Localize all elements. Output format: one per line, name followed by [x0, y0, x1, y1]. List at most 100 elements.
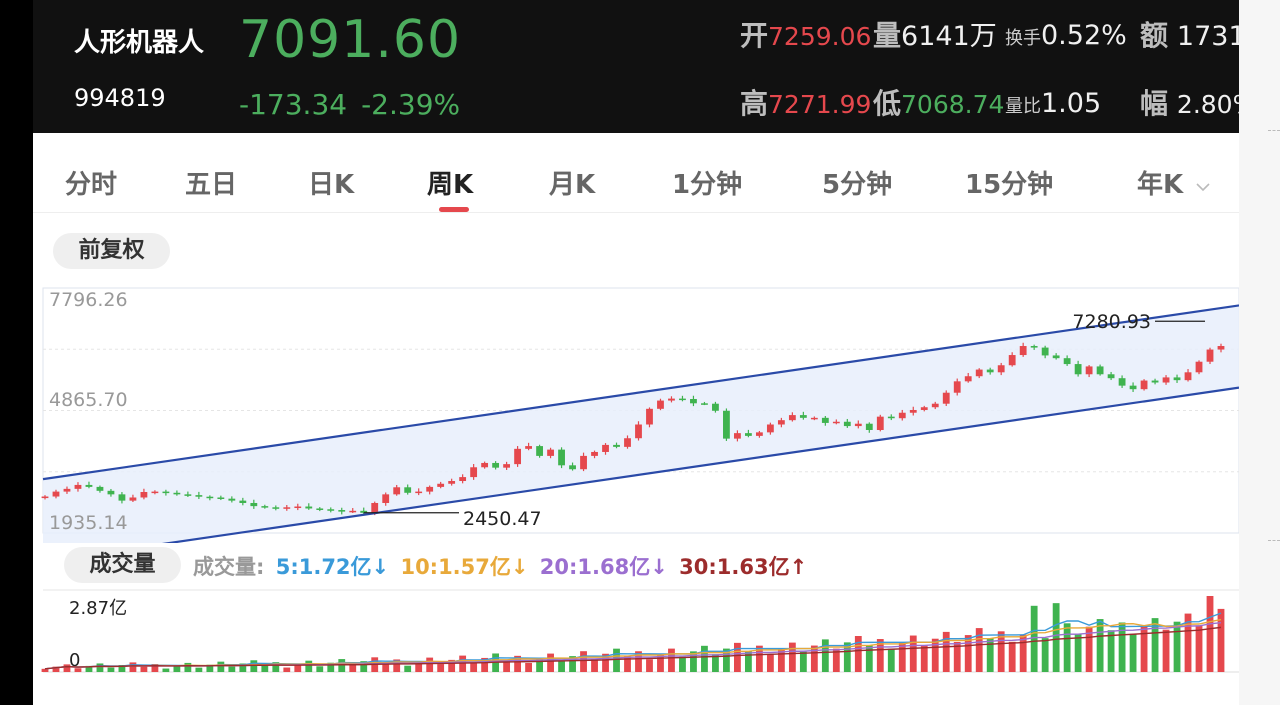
tab-5min[interactable]: 5分钟 — [822, 170, 893, 200]
low-value: 7068.74 — [901, 90, 1005, 119]
candle-body — [1184, 372, 1192, 381]
candle-body — [338, 510, 346, 512]
candle-body — [843, 421, 851, 427]
candle-body — [492, 462, 500, 468]
volume-bar — [975, 628, 983, 672]
tab-weekly-k[interactable]: 周K — [427, 170, 474, 200]
volume-bar — [679, 656, 686, 672]
candle-body — [1107, 374, 1115, 379]
candle-body — [1195, 361, 1203, 373]
adjust-toggle[interactable]: 前复权 — [53, 233, 170, 269]
volume-bar — [41, 668, 49, 672]
volume-bar — [1052, 603, 1060, 672]
stock-code: 994819 — [74, 84, 166, 112]
tab-yearly-k-label: 年K — [1137, 170, 1184, 200]
volume-bar — [415, 661, 423, 672]
amplitude-value: 2.80% — [1176, 90, 1239, 119]
candle-body — [382, 494, 390, 503]
candle-body — [514, 448, 522, 465]
volume-bar — [338, 659, 346, 672]
volume-bar — [920, 645, 928, 672]
volume-bar — [887, 648, 895, 672]
candle-body — [744, 433, 752, 436]
candle-body — [701, 403, 708, 405]
tab-yearly-k[interactable]: 年K — [1137, 164, 1212, 201]
volume-bar — [96, 663, 104, 672]
app-frame: 人形机器人 994819 7091.60 -173.34 -2.39% 开7259… — [33, 0, 1239, 705]
price-change: -173.34 -2.39% — [239, 88, 460, 121]
channel-lower-line — [161, 386, 1239, 543]
volume-bar — [1140, 626, 1148, 672]
ma30-line — [44, 626, 1222, 670]
candle-body — [404, 487, 412, 493]
volume-bar — [305, 660, 313, 672]
volume-bar — [580, 651, 587, 672]
channel-fill — [43, 305, 1239, 543]
volume-bar — [118, 665, 126, 672]
volume-bar — [865, 645, 873, 672]
tab-intraday[interactable]: 分时 — [65, 170, 118, 200]
volume-bar — [832, 648, 840, 672]
candle-body — [1019, 346, 1027, 356]
high-value: 7271.99 — [768, 90, 872, 119]
volume-section-tab[interactable]: 成交量 — [64, 547, 181, 583]
open-value: 7259.06 — [768, 22, 872, 51]
edge-tick — [1268, 130, 1280, 131]
volume-bar — [602, 653, 609, 672]
volume-bar — [327, 662, 335, 672]
volume-label: 量 — [873, 19, 902, 52]
volume-ymin-label: 0 — [69, 650, 80, 671]
candle-body — [371, 502, 379, 513]
volume-ratio-label: 量比 — [1005, 96, 1041, 117]
volume-bar — [821, 639, 829, 672]
volume-bar — [799, 651, 807, 672]
y-tick-label: 1935.14 — [49, 512, 128, 534]
candle-body — [349, 510, 357, 513]
volume-bar — [931, 638, 939, 672]
y-tick-label: 7796.26 — [49, 289, 128, 311]
volume-bar — [316, 666, 324, 672]
volume-bar — [1217, 608, 1225, 672]
candle-body — [1173, 377, 1181, 381]
tab-daily-k[interactable]: 日K — [308, 170, 355, 200]
volume-bar — [723, 648, 730, 672]
tab-15min[interactable]: 15分钟 — [965, 170, 1054, 200]
candle-body — [964, 376, 972, 382]
candle-body — [569, 465, 576, 470]
volume-bar — [228, 666, 236, 672]
candle-body — [602, 444, 609, 452]
volume-chart[interactable]: 2.87亿 0 — [33, 588, 1239, 698]
candle-body — [558, 449, 565, 466]
tab-monthly-k[interactable]: 月K — [549, 170, 596, 200]
candle-body — [459, 477, 467, 482]
candle-body — [107, 490, 115, 495]
ma5-legend: 5:1.72亿↓ — [275, 555, 390, 579]
candle-body — [305, 506, 313, 509]
volume-bar — [393, 659, 401, 672]
volume-bar — [140, 666, 148, 672]
tab-five-day[interactable]: 五日 — [185, 170, 238, 200]
volume-bar — [184, 662, 192, 672]
candle-body — [1085, 366, 1093, 375]
volume-bar — [261, 665, 269, 672]
change-value: -173.34 — [239, 88, 348, 121]
candle-body — [712, 403, 719, 411]
volume-bar — [107, 667, 115, 672]
volume-bar — [250, 660, 258, 672]
candle-body — [799, 415, 807, 418]
volume-bar — [239, 663, 247, 672]
volume-bar — [1173, 621, 1181, 672]
candle-body — [1129, 385, 1137, 390]
volume-bar — [1096, 619, 1104, 672]
volume-bar — [459, 655, 467, 672]
candle-body — [1041, 347, 1049, 356]
candlestick-chart[interactable]: 7796.26 4865.70 1935.14 7280.93 2450.47 — [33, 283, 1239, 543]
candle-body — [580, 455, 587, 470]
candle-body — [854, 423, 862, 427]
open-stat: 开7259.06 — [740, 14, 871, 54]
volume-bar — [744, 651, 752, 672]
tab-1min[interactable]: 1分钟 — [672, 170, 743, 200]
candle-body — [777, 420, 785, 425]
candle-body — [986, 369, 994, 373]
volume-bar — [1151, 618, 1159, 672]
